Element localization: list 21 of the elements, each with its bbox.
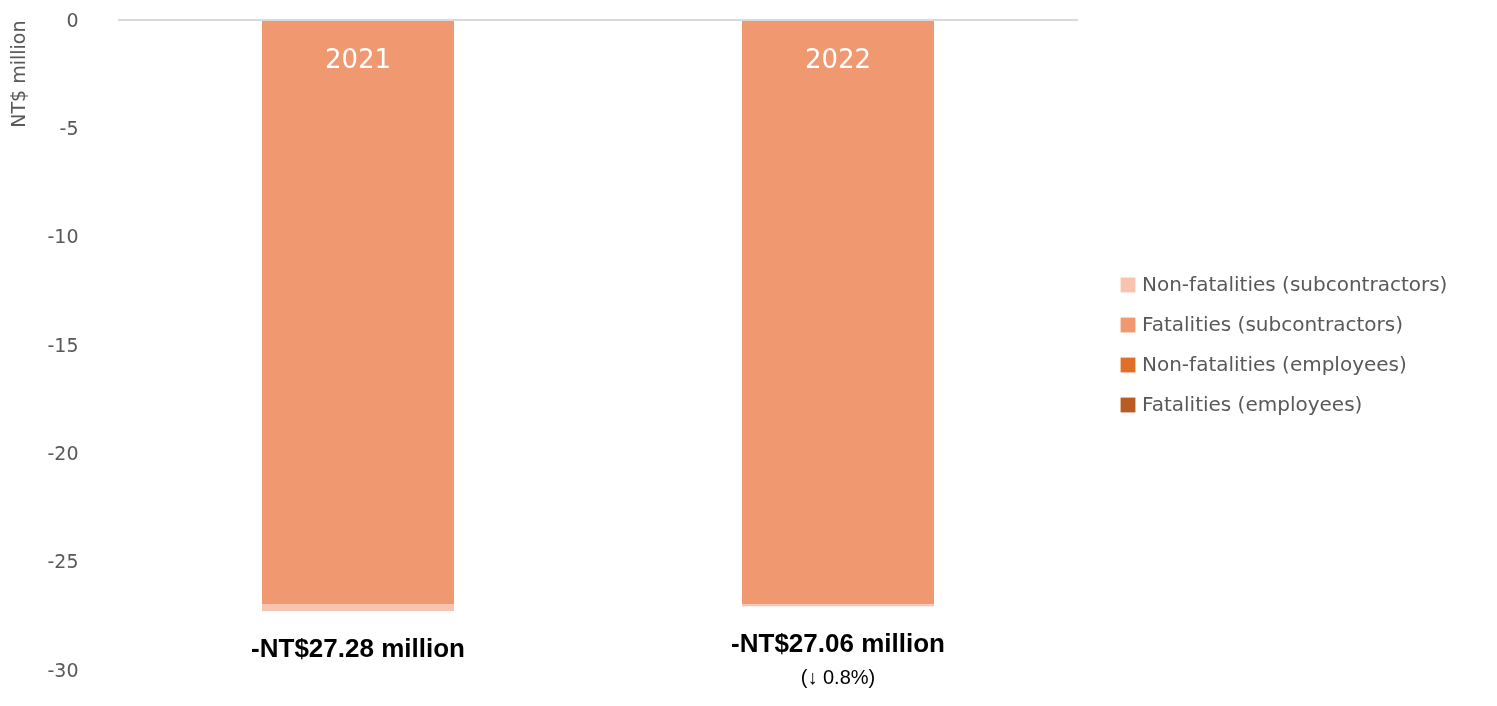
y-tick-label: -15: [47, 333, 79, 356]
bar: [262, 20, 454, 604]
bar: [262, 603, 454, 612]
y-tick-label: -10: [47, 225, 79, 248]
legend-label: Non-fatalities (subcontractors): [1142, 272, 1448, 296]
y-tick-label: -5: [59, 116, 79, 139]
legend-label: Non-fatalities (employees): [1142, 352, 1407, 376]
legend-label: Fatalities (subcontractors): [1142, 312, 1403, 336]
y-tick-label: -30: [47, 658, 79, 681]
y-axis-title: NT$ million: [6, 20, 29, 128]
bar: [742, 20, 934, 605]
y-tick-label: 0: [66, 8, 79, 31]
annotation: (↓ 0.8%): [800, 666, 876, 689]
y-tick-label: -25: [47, 550, 79, 573]
bar: [742, 604, 934, 607]
x-tick-label: 2022: [804, 44, 872, 74]
y-tick-label: -20: [47, 441, 79, 464]
annotation: -NT$27.28 million: [251, 633, 465, 664]
legend-label: Fatalities (employees): [1142, 392, 1363, 416]
x-tick-label: 2021: [324, 44, 392, 74]
annotation: -NT$27.06 million: [731, 628, 945, 659]
